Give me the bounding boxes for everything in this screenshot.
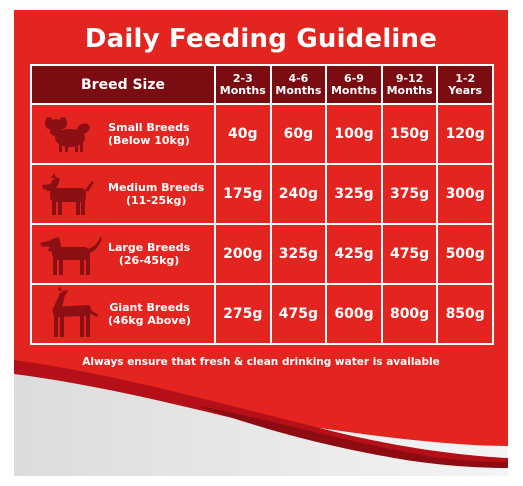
giant-dog-icon	[52, 286, 98, 337]
breed-size-header: Breed Size	[30, 64, 216, 105]
value-cell: 175g	[214, 163, 272, 225]
breed-cell: Medium Breeds (11-25kg)	[30, 163, 216, 225]
value-cell: 150g	[380, 103, 439, 165]
table-row-giant-breeds: Giant Breeds (46kg Above) 275g 475g 600g…	[30, 283, 494, 345]
table-row-large-breeds: Large Breeds (26-45kg) 200g 325g 425g 47…	[30, 223, 494, 285]
breed-cell: Large Breeds (26-45kg)	[30, 223, 216, 285]
value-cell: 425g	[325, 223, 383, 285]
feeding-guide-card: Daily Feeding Guideline Breed Size 2-3 Mo…	[14, 10, 508, 476]
table-row-small-breeds: Small Breeds (Below 10kg) 40g 60g 100g 1…	[30, 103, 494, 165]
value-cell: 325g	[269, 223, 328, 285]
breed-label: Large Breeds (26-45kg)	[108, 241, 191, 267]
age-header-6-9-months: 6-9 Months	[325, 64, 383, 105]
breed-label: Giant Breeds (46kg Above)	[108, 301, 191, 327]
age-header-1-2-years: 1-2 Years	[436, 64, 494, 105]
value-cell: 100g	[325, 103, 383, 165]
age-header-4-6-months: 4-6 Months	[269, 64, 328, 105]
page-title: Daily Feeding Guideline	[84, 24, 438, 54]
breed-cell: Small Breeds (Below 10kg)	[30, 103, 216, 165]
value-cell: 475g	[269, 283, 328, 345]
value-cell: 375g	[380, 163, 439, 225]
value-cell: 120g	[436, 103, 494, 165]
breed-cell: Giant Breeds (46kg Above)	[30, 283, 216, 345]
value-cell: 475g	[380, 223, 439, 285]
value-cell: 200g	[214, 223, 272, 285]
age-header-2-3-months: 2-3 Months	[214, 64, 272, 105]
water-note: Always ensure that fresh & clean drinkin…	[82, 356, 440, 368]
small-dog-icon	[45, 117, 90, 152]
value-cell: 300g	[436, 163, 494, 225]
breed-label: Small Breeds (Below 10kg)	[108, 121, 190, 147]
value-cell: 600g	[325, 283, 383, 345]
large-dog-icon	[40, 237, 102, 275]
value-cell: 60g	[269, 103, 328, 165]
value-cell: 800g	[380, 283, 439, 345]
age-header-9-12-months: 9-12 Months	[380, 64, 439, 105]
value-cell: 275g	[214, 283, 272, 345]
table-row-medium-breeds: Medium Breeds (11-25kg) 175g 240g 325g 3…	[30, 163, 494, 225]
table-header-row: Breed Size 2-3 Months 4-6 Months 6-9 Months…	[30, 64, 494, 105]
feeding-table: Breed Size 2-3 Months 4-6 Months 6-9 Months…	[30, 64, 494, 345]
value-cell: 325g	[325, 163, 383, 225]
value-cell: 850g	[436, 283, 494, 345]
value-cell: 40g	[214, 103, 272, 165]
value-cell: 240g	[269, 163, 328, 225]
breed-label: Medium Breeds (11-25kg)	[108, 181, 205, 207]
value-cell: 500g	[436, 223, 494, 285]
medium-dog-icon	[42, 173, 94, 215]
